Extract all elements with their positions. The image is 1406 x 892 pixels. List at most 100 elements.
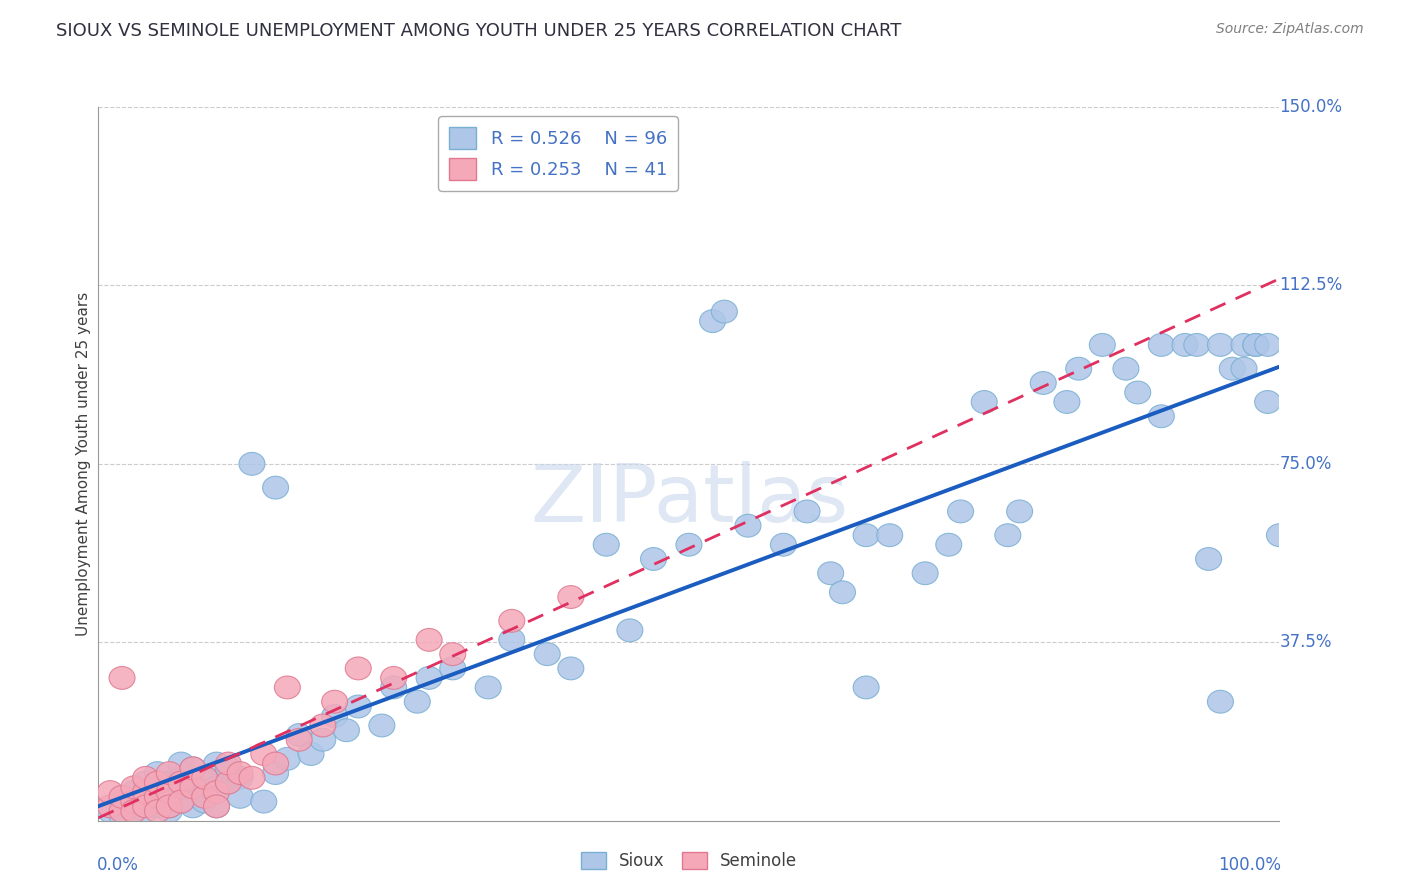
Ellipse shape	[215, 772, 242, 794]
Ellipse shape	[191, 780, 218, 804]
Ellipse shape	[191, 786, 218, 808]
Ellipse shape	[145, 776, 170, 798]
Ellipse shape	[145, 795, 170, 818]
Ellipse shape	[215, 752, 242, 775]
Ellipse shape	[1125, 381, 1150, 404]
Ellipse shape	[169, 790, 194, 813]
Ellipse shape	[204, 776, 229, 798]
Ellipse shape	[132, 800, 159, 822]
Ellipse shape	[912, 562, 938, 584]
Ellipse shape	[287, 723, 312, 747]
Ellipse shape	[204, 780, 229, 804]
Ellipse shape	[1007, 500, 1032, 523]
Ellipse shape	[711, 301, 737, 323]
Ellipse shape	[156, 795, 183, 818]
Ellipse shape	[274, 676, 301, 698]
Ellipse shape	[995, 524, 1021, 547]
Ellipse shape	[156, 780, 183, 804]
Ellipse shape	[263, 762, 288, 784]
Ellipse shape	[309, 729, 336, 751]
Ellipse shape	[641, 548, 666, 570]
Ellipse shape	[593, 533, 619, 556]
Ellipse shape	[794, 500, 820, 523]
Ellipse shape	[1149, 405, 1174, 427]
Ellipse shape	[936, 533, 962, 556]
Ellipse shape	[475, 676, 501, 698]
Ellipse shape	[250, 790, 277, 813]
Ellipse shape	[700, 310, 725, 333]
Text: Source: ZipAtlas.com: Source: ZipAtlas.com	[1216, 22, 1364, 37]
Ellipse shape	[110, 666, 135, 690]
Ellipse shape	[676, 533, 702, 556]
Ellipse shape	[191, 766, 218, 789]
Ellipse shape	[1208, 334, 1233, 356]
Ellipse shape	[499, 629, 524, 651]
Ellipse shape	[110, 805, 135, 827]
Ellipse shape	[322, 705, 347, 727]
Text: 75.0%: 75.0%	[1279, 455, 1331, 473]
Ellipse shape	[97, 795, 124, 818]
Ellipse shape	[1184, 334, 1209, 356]
Ellipse shape	[381, 676, 406, 698]
Ellipse shape	[121, 800, 146, 822]
Ellipse shape	[972, 391, 997, 413]
Text: SIOUX VS SEMINOLE UNEMPLOYMENT AMONG YOUTH UNDER 25 YEARS CORRELATION CHART: SIOUX VS SEMINOLE UNEMPLOYMENT AMONG YOU…	[56, 22, 901, 40]
Ellipse shape	[1031, 372, 1056, 394]
Ellipse shape	[180, 757, 205, 780]
Ellipse shape	[204, 795, 229, 818]
Ellipse shape	[1243, 334, 1268, 356]
Ellipse shape	[322, 690, 347, 713]
Ellipse shape	[263, 752, 288, 775]
Ellipse shape	[132, 786, 159, 808]
Ellipse shape	[1149, 334, 1174, 356]
Text: 0.0%: 0.0%	[97, 856, 139, 874]
Ellipse shape	[169, 790, 194, 813]
Ellipse shape	[156, 762, 183, 784]
Ellipse shape	[1232, 358, 1257, 380]
Ellipse shape	[97, 780, 124, 804]
Ellipse shape	[274, 747, 301, 770]
Ellipse shape	[156, 795, 183, 818]
Ellipse shape	[204, 795, 229, 818]
Ellipse shape	[818, 562, 844, 584]
Ellipse shape	[1066, 358, 1091, 380]
Ellipse shape	[239, 452, 264, 475]
Ellipse shape	[263, 476, 288, 499]
Ellipse shape	[228, 762, 253, 784]
Ellipse shape	[228, 786, 253, 808]
Ellipse shape	[1219, 358, 1246, 380]
Ellipse shape	[169, 766, 194, 789]
Ellipse shape	[346, 695, 371, 718]
Ellipse shape	[1243, 334, 1268, 356]
Ellipse shape	[215, 757, 242, 780]
Ellipse shape	[346, 657, 371, 680]
Ellipse shape	[877, 524, 903, 547]
Ellipse shape	[416, 629, 441, 651]
Ellipse shape	[1232, 334, 1257, 356]
Ellipse shape	[180, 795, 205, 818]
Ellipse shape	[145, 786, 170, 808]
Y-axis label: Unemployment Among Youth under 25 years: Unemployment Among Youth under 25 years	[76, 292, 91, 636]
Ellipse shape	[381, 666, 406, 690]
Ellipse shape	[1090, 334, 1115, 356]
Ellipse shape	[1267, 524, 1292, 547]
Text: 150.0%: 150.0%	[1279, 98, 1343, 116]
Ellipse shape	[180, 772, 205, 794]
Ellipse shape	[1114, 358, 1139, 380]
Ellipse shape	[180, 776, 205, 798]
Ellipse shape	[617, 619, 643, 641]
Ellipse shape	[145, 762, 170, 784]
Ellipse shape	[1254, 334, 1281, 356]
Ellipse shape	[534, 643, 560, 665]
Ellipse shape	[1173, 334, 1198, 356]
Ellipse shape	[191, 790, 218, 813]
Ellipse shape	[121, 780, 146, 804]
Ellipse shape	[830, 581, 855, 604]
Ellipse shape	[132, 780, 159, 804]
Ellipse shape	[204, 752, 229, 775]
Ellipse shape	[250, 743, 277, 765]
Ellipse shape	[215, 772, 242, 794]
Text: 112.5%: 112.5%	[1279, 277, 1343, 294]
Ellipse shape	[145, 800, 170, 822]
Ellipse shape	[180, 786, 205, 808]
